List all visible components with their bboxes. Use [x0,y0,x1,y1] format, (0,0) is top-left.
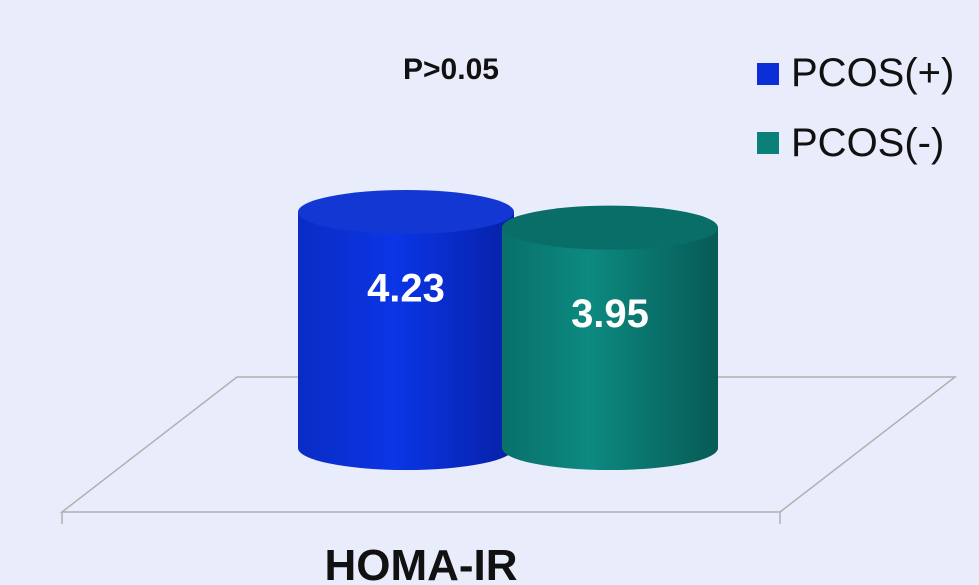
legend-label-pcos-plus: PCOS(+) [791,51,954,95]
legend-item-pcos-plus: PCOS(+) [757,51,954,95]
p-value-annotation: P>0.05 [403,53,499,86]
bar-top-pcos-plus [298,190,514,234]
bar-body-pcos-minus [502,227,718,470]
legend: PCOS(+) PCOS(-) [757,51,954,165]
legend-item-pcos-minus: PCOS(-) [757,121,944,165]
legend-label-pcos-minus: PCOS(-) [791,121,944,165]
data-label-pcos-minus: 3.95 [571,292,649,336]
bar-pcos-plus: 4.23 [298,190,514,470]
bar-body-pcos-plus [298,212,514,470]
bar-top-pcos-minus [502,205,718,250]
chart-floor [59,376,958,524]
category-label: HOMA-IR [324,541,517,585]
legend-swatch-pcos-plus [757,63,779,85]
legend-swatch-pcos-minus [757,132,779,154]
bar-pcos-minus: 3.95 [502,205,718,470]
data-label-pcos-plus: 4.23 [367,267,445,311]
